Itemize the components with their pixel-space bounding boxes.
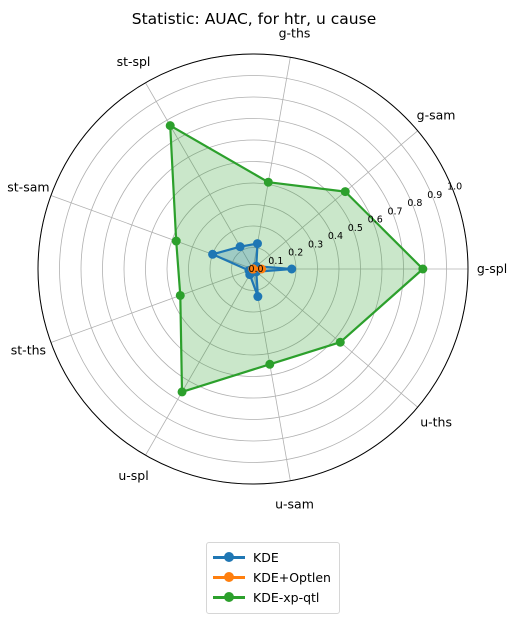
series-line — [169, 124, 424, 393]
radial-tick-label: 0.1 — [268, 256, 283, 267]
data-point — [235, 242, 245, 252]
grid-spoke — [252, 130, 418, 270]
category-label: g-spl — [477, 261, 507, 276]
data-point — [252, 239, 262, 249]
data-point — [335, 337, 345, 347]
radial-tick-label: 0.5 — [348, 223, 363, 234]
legend-item: KDE+Optlen — [213, 567, 333, 587]
data-point — [263, 177, 273, 187]
data-point — [253, 292, 263, 302]
radial-tick-label: 0.9 — [427, 190, 442, 201]
radial-tick-label: 0.7 — [387, 206, 402, 217]
radial-tick-label: 0.8 — [407, 198, 422, 209]
legend-label: KDE — [253, 549, 279, 565]
grid-spoke — [252, 268, 418, 408]
radial-tick-label: 0.6 — [368, 215, 383, 226]
data-point — [257, 264, 267, 274]
data-point — [340, 187, 350, 197]
category-label: st-spl — [117, 54, 151, 69]
category-label: u-spl — [118, 468, 148, 483]
series-line — [211, 242, 293, 298]
radial-tick-label: 0.4 — [328, 231, 343, 242]
legend-swatch — [213, 571, 245, 583]
radial-tick-label: 0.3 — [308, 239, 323, 250]
category-label: g-sam — [417, 107, 456, 122]
data-point — [265, 359, 275, 369]
legend-swatch — [213, 591, 245, 603]
series-layer — [165, 121, 428, 397]
legend-label: KDE-xp-qtl — [253, 589, 320, 605]
data-point — [248, 264, 258, 274]
grid-spoke — [252, 268, 291, 481]
category-label: g-ths — [279, 26, 311, 41]
legend-item: KDE-xp-qtl — [213, 587, 333, 607]
legend: KDE KDE+Optlen KDE-xp-qtl — [206, 542, 340, 614]
data-point — [177, 387, 187, 397]
chart-title: Statistic: AUAC, for htr, u cause — [132, 10, 376, 28]
legend-item: KDE — [213, 547, 333, 567]
data-point — [165, 121, 175, 131]
category-label: st-sam — [7, 179, 49, 194]
data-point — [175, 290, 185, 300]
polar-frame — [37, 53, 469, 485]
grid-spoke — [50, 268, 254, 343]
grid-spoke — [145, 82, 254, 270]
category-label: st-ths — [11, 343, 46, 358]
data-point — [418, 264, 428, 274]
legend-swatch — [213, 551, 245, 563]
grid-spoke — [145, 268, 254, 456]
grid-spoke — [252, 57, 291, 270]
data-point — [287, 264, 297, 274]
radial-tick-label: 0.2 — [288, 248, 303, 259]
category-label: u-sam — [275, 496, 314, 511]
data-point — [171, 236, 181, 246]
radial-tick-label: 0.0 — [248, 264, 263, 275]
data-point — [208, 249, 218, 259]
series-fill — [170, 125, 423, 392]
label-layer: 0.0 0.1 0.2 0.3 0.4 0.5 0.6 0.7 0.8 0.9 1.0 g-spl g-… — [7, 26, 507, 512]
category-label: u-ths — [420, 415, 452, 430]
radial-tick-label: 1.0 — [447, 182, 462, 193]
legend-label: KDE+Optlen — [253, 569, 331, 585]
